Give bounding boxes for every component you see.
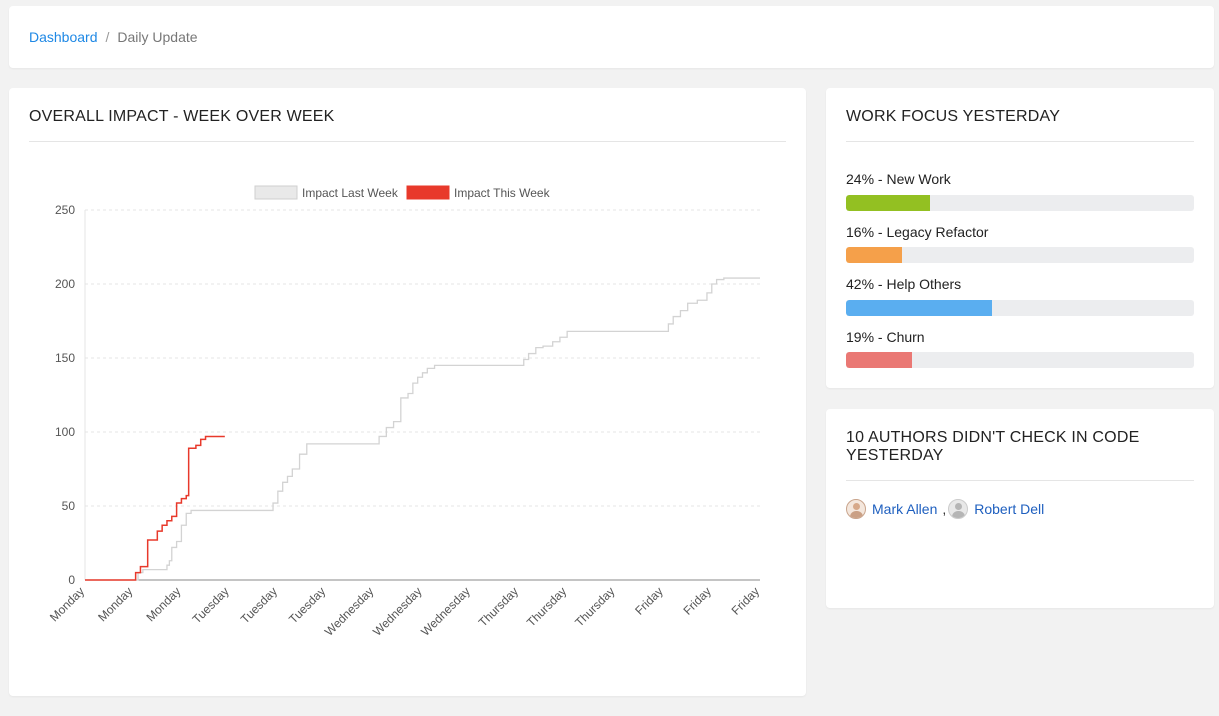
author-robert-dell[interactable]: Robert Dell bbox=[948, 499, 1044, 519]
x-tick-label: Friday bbox=[680, 584, 713, 617]
y-tick-label: 0 bbox=[68, 573, 75, 587]
progress-fill-help-others bbox=[846, 300, 993, 316]
impact-card-divider bbox=[29, 141, 786, 142]
progress-bar-help-others bbox=[846, 300, 1194, 316]
author-list: Mark Allen , Robert Dell bbox=[846, 499, 1044, 519]
breadcrumb-separator: / bbox=[105, 29, 110, 45]
x-tick-label: Wednesday bbox=[418, 584, 473, 639]
legend-swatch bbox=[406, 185, 450, 200]
breadcrumb: Dashboard / Daily Update bbox=[29, 29, 198, 45]
x-tick-label: Tuesday bbox=[286, 584, 328, 626]
progress-bar-churn bbox=[846, 352, 1194, 368]
focus-label-legacy-refactor: 16% - Legacy Refactor bbox=[846, 224, 989, 240]
author-mark-allen[interactable]: Mark Allen bbox=[846, 499, 937, 519]
inactive-authors-card: 10 AUTHORS DIDN'T CHECK IN CODE YESTERDA… bbox=[826, 409, 1214, 608]
x-tick-label: Wednesday bbox=[322, 584, 377, 639]
x-tick-label: Thursday bbox=[524, 584, 569, 629]
y-tick-label: 50 bbox=[62, 499, 76, 513]
x-tick-label: Monday bbox=[95, 584, 135, 624]
x-tick-label: Tuesday bbox=[190, 584, 232, 626]
series-line-this-week bbox=[85, 435, 225, 581]
progress-fill-legacy-refactor bbox=[846, 247, 902, 263]
x-tick-label: Monday bbox=[143, 584, 183, 624]
impact-card-title: OVERALL IMPACT - WEEK OVER WEEK bbox=[29, 108, 335, 125]
x-tick-label: Thursday bbox=[572, 584, 617, 629]
focus-label-help-others: 42% - Help Others bbox=[846, 276, 962, 292]
x-tick-label: Friday bbox=[729, 584, 762, 617]
author-name-link[interactable]: Mark Allen bbox=[872, 501, 938, 517]
y-tick-label: 200 bbox=[55, 277, 75, 291]
x-tick-label: Monday bbox=[47, 584, 87, 624]
x-tick-label: Thursday bbox=[476, 584, 521, 629]
breadcrumb-card: Dashboard / Daily Update bbox=[9, 6, 1214, 68]
focus-label-churn: 19% - Churn bbox=[846, 329, 925, 345]
progress-fill-churn bbox=[846, 352, 913, 368]
progress-fill-new-work bbox=[846, 195, 930, 211]
y-tick-label: 150 bbox=[55, 351, 75, 365]
breadcrumb-current-page: Daily Update bbox=[117, 29, 198, 45]
breadcrumb-link-dashboard[interactable]: Dashboard bbox=[29, 29, 98, 45]
focus-label-new-work: 24% - New Work bbox=[846, 171, 951, 187]
work-focus-card: WORK FOCUS YESTERDAY 24% - New Work 16% … bbox=[826, 88, 1214, 388]
work-focus-divider bbox=[846, 141, 1194, 142]
x-tick-label: Tuesday bbox=[238, 584, 280, 626]
progress-bar-new-work bbox=[846, 195, 1194, 211]
author-separator: , bbox=[942, 501, 947, 517]
y-tick-label: 250 bbox=[55, 203, 75, 217]
avatar-photo-icon bbox=[846, 499, 866, 519]
inactive-authors-divider bbox=[846, 480, 1194, 481]
impact-chart-card: OVERALL IMPACT - WEEK OVER WEEK 0 50 100 15… bbox=[9, 88, 806, 696]
x-tick-label: Wednesday bbox=[370, 584, 425, 639]
avatar-placeholder-icon bbox=[948, 499, 969, 519]
legend-swatch bbox=[254, 185, 298, 200]
legend-label: Impact Last Week bbox=[302, 186, 399, 200]
legend-label: Impact This Week bbox=[454, 186, 551, 200]
series-line-last-week bbox=[85, 277, 760, 581]
progress-bar-legacy-refactor bbox=[846, 247, 1194, 263]
author-name-link[interactable]: Robert Dell bbox=[974, 501, 1045, 517]
inactive-authors-title: 10 AUTHORS DIDN'T CHECK IN CODE YESTERDA… bbox=[846, 429, 1140, 464]
work-focus-title: WORK FOCUS YESTERDAY bbox=[846, 108, 1061, 125]
x-tick-label: Friday bbox=[632, 584, 665, 617]
y-tick-label: 100 bbox=[55, 425, 75, 439]
